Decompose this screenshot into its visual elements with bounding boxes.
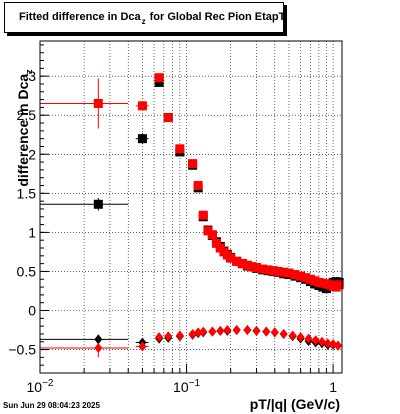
data-point-diamond <box>138 341 147 352</box>
data-point-diamond <box>188 328 197 339</box>
data-point-diamond <box>223 325 232 336</box>
y-tick-label: 0.5 <box>17 263 37 279</box>
data-point-square <box>163 113 173 123</box>
chart-title-subscript: z <box>141 17 146 26</box>
data-point-square <box>154 77 164 87</box>
data-point-diamond <box>232 325 241 336</box>
data-point-square <box>198 210 208 220</box>
x-tick-label-exponent: −2 <box>42 378 54 389</box>
y-tick-label: 0 <box>28 303 36 319</box>
y-axis-label-main: difference in Dca <box>15 73 31 187</box>
data-point-diamond <box>175 330 184 341</box>
x-tick-label: 10−1 <box>173 378 200 395</box>
data-point-square <box>301 273 311 283</box>
data-point-diamond <box>208 326 217 337</box>
data-point-square <box>251 263 261 273</box>
data-point-square <box>334 280 344 290</box>
data-point-diamond <box>252 325 261 336</box>
chart-title-box: Fitted difference in Dcaz for Global Rec … <box>4 2 286 33</box>
chart-title: Fitted difference in Dcaz for Global Rec … <box>19 11 286 26</box>
plot-frame <box>39 40 343 374</box>
chart-title-main: Fitted difference in Dca <box>19 11 141 23</box>
data-point-square <box>273 266 283 276</box>
y-tick-label: 2 <box>28 146 36 162</box>
data-point-square <box>268 266 278 276</box>
data-point-square <box>226 253 236 263</box>
data-point-diamond <box>164 331 173 342</box>
data-point-diamond <box>216 325 225 336</box>
data-point-square <box>290 270 300 280</box>
y-tick-label: 2.5 <box>17 107 37 123</box>
x-tick-label-exponent: −1 <box>189 378 201 389</box>
data-point-square <box>211 238 221 248</box>
data-point-diamond <box>194 327 203 338</box>
data-point-square <box>207 230 217 240</box>
data-point-diamond <box>199 326 208 337</box>
data-point-square <box>279 267 289 277</box>
y-axis-label: difference in Dcaz <box>15 33 34 223</box>
y-tick-label: 1 <box>28 224 36 240</box>
x-tick-label: 1 <box>329 379 337 395</box>
timestamp: Sun Jun 29 08:04:23 2025 <box>3 401 100 410</box>
x-tick-label-base: 1 <box>329 379 337 395</box>
data-point-square <box>284 268 294 278</box>
data-point-square <box>137 134 147 144</box>
data-point-square <box>237 259 247 269</box>
data-point-diamond <box>94 343 103 354</box>
data-point-square <box>232 256 242 266</box>
data-point-square <box>154 73 164 83</box>
markers-layer <box>93 73 344 354</box>
data-point-square <box>242 260 252 270</box>
y-tick-label: 1.5 <box>17 185 37 201</box>
data-point-square <box>263 265 273 275</box>
x-tick-label: 10−2 <box>27 378 54 395</box>
x-tick-label-base: 10 <box>173 379 189 395</box>
data-point-square <box>137 101 147 111</box>
x-tick-label-base: 10 <box>27 379 43 395</box>
data-point-diamond <box>243 325 252 336</box>
data-point-diamond <box>296 332 305 343</box>
data-point-diamond <box>155 332 164 343</box>
data-point-square <box>175 144 185 154</box>
y-tick-label: −0.5 <box>8 342 36 358</box>
data-point-diamond <box>318 336 327 347</box>
data-point-square <box>93 98 103 108</box>
data-point-diamond <box>270 327 279 338</box>
data-point-diamond <box>304 333 313 344</box>
data-point-square <box>93 199 103 209</box>
data-point-square <box>296 271 306 281</box>
x-axis-label: pT/|q| (GeV/c) <box>249 396 340 412</box>
data-point-diamond <box>334 340 343 351</box>
data-point-square <box>258 264 268 274</box>
data-point-diamond <box>279 328 288 339</box>
data-point-diamond <box>311 335 320 346</box>
data-point-diamond <box>323 338 332 349</box>
data-point-square <box>188 159 198 169</box>
chart-title-rest: for Global Rec Pion EtapT <box>149 11 286 23</box>
data-point-square <box>193 181 203 191</box>
y-axis-label-subscript: z <box>24 69 34 74</box>
error-bars-layer <box>40 78 149 358</box>
grid-layer <box>40 41 342 373</box>
data-point-diamond <box>94 334 103 345</box>
data-point-diamond <box>288 330 297 341</box>
y-tick-label: 3 <box>28 68 36 84</box>
data-point-diamond <box>262 326 271 337</box>
